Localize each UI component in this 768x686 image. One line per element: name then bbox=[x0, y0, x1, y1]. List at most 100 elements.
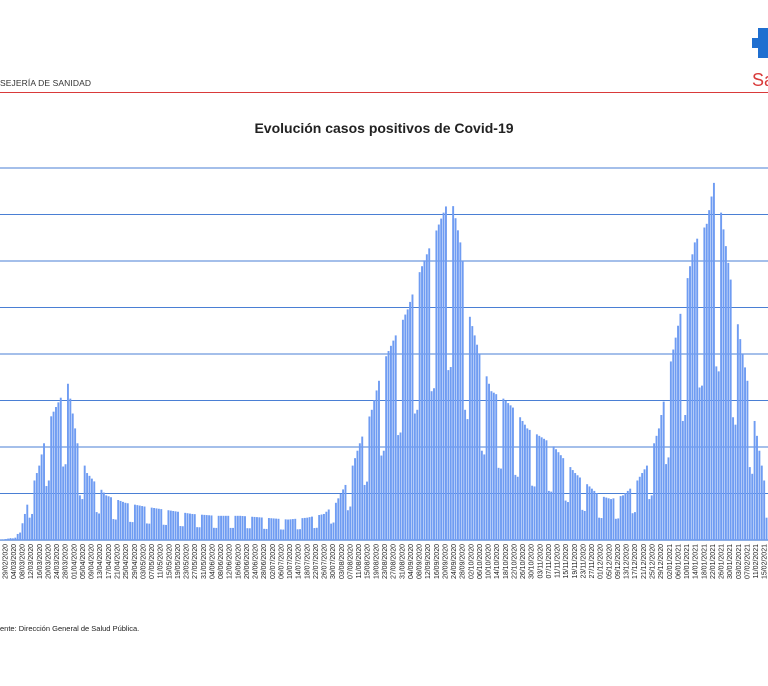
x-tick-label: 28/09/2020 bbox=[460, 544, 467, 579]
bar bbox=[220, 515, 223, 540]
bar bbox=[318, 515, 321, 540]
bar bbox=[294, 518, 297, 540]
x-tick-label: 12/06/2020 bbox=[227, 544, 234, 579]
bar bbox=[562, 458, 565, 540]
bar bbox=[634, 512, 636, 540]
bar bbox=[222, 515, 225, 540]
x-tick-label: 07/02/2021 bbox=[744, 544, 751, 579]
bar bbox=[516, 476, 519, 540]
bar bbox=[500, 468, 502, 540]
bar bbox=[471, 326, 474, 540]
bar bbox=[191, 513, 194, 540]
bar bbox=[186, 513, 189, 540]
bar bbox=[478, 354, 481, 540]
bar bbox=[112, 519, 115, 540]
bar bbox=[490, 391, 493, 540]
bar bbox=[253, 516, 256, 540]
bar bbox=[722, 229, 725, 540]
bar bbox=[311, 516, 313, 540]
bar bbox=[545, 440, 548, 540]
bar bbox=[612, 498, 615, 540]
bar bbox=[660, 415, 663, 540]
bar bbox=[88, 475, 91, 540]
bar bbox=[208, 515, 211, 540]
bar bbox=[47, 480, 50, 540]
bar bbox=[531, 485, 534, 540]
bar bbox=[366, 481, 368, 540]
x-tick-label: 24/03/2020 bbox=[54, 544, 61, 579]
bar bbox=[550, 491, 553, 540]
bar bbox=[736, 324, 739, 540]
x-tick-label: 08/09/2020 bbox=[417, 544, 424, 579]
bar bbox=[387, 351, 390, 540]
x-tick-label: 25/12/2020 bbox=[650, 544, 657, 579]
bar bbox=[21, 523, 24, 540]
bar bbox=[31, 513, 34, 540]
x-tick-label: 05/12/2020 bbox=[606, 544, 613, 579]
bar bbox=[260, 517, 263, 540]
bar bbox=[610, 499, 613, 540]
x-tick-label: 10/01/2021 bbox=[684, 544, 691, 579]
bar bbox=[234, 515, 237, 540]
x-tick-label: 15/08/2020 bbox=[365, 544, 372, 579]
x-tick-label: 20/03/2020 bbox=[45, 544, 52, 579]
x-tick-label: 19/05/2020 bbox=[175, 544, 182, 579]
bar bbox=[495, 394, 498, 540]
x-tick-label: 13/04/2020 bbox=[97, 544, 104, 579]
bar bbox=[363, 484, 366, 540]
bar bbox=[210, 515, 213, 540]
bar bbox=[346, 510, 349, 540]
bar bbox=[38, 465, 41, 540]
x-tick-label: 20/09/2020 bbox=[442, 544, 449, 579]
org-name: SEJERÍA DE SANIDAD bbox=[0, 78, 92, 88]
x-tick-label: 22/01/2021 bbox=[710, 544, 717, 579]
bar bbox=[100, 489, 103, 540]
bar bbox=[114, 519, 117, 540]
bar bbox=[512, 407, 514, 540]
bar bbox=[138, 505, 141, 540]
x-tick-label: 09/12/2020 bbox=[615, 544, 622, 579]
bar bbox=[382, 450, 385, 540]
bar bbox=[76, 443, 79, 540]
bar bbox=[33, 480, 36, 540]
bar bbox=[248, 528, 251, 540]
bar bbox=[356, 450, 359, 540]
bar bbox=[519, 417, 522, 540]
bar bbox=[528, 429, 531, 540]
bar bbox=[320, 514, 323, 540]
bar bbox=[423, 260, 426, 540]
bar bbox=[454, 218, 457, 540]
x-tick-label: 21/12/2020 bbox=[641, 544, 648, 579]
bar bbox=[23, 513, 26, 540]
bar bbox=[330, 523, 333, 540]
bar bbox=[313, 528, 316, 540]
bar bbox=[540, 437, 543, 540]
bar bbox=[124, 502, 127, 540]
bar bbox=[571, 470, 574, 540]
salud-logo bbox=[748, 24, 768, 94]
bar bbox=[327, 509, 330, 540]
x-tick-label: 10/07/2020 bbox=[287, 544, 294, 579]
bar bbox=[734, 424, 737, 540]
bar bbox=[71, 413, 74, 540]
bar bbox=[665, 464, 668, 540]
bar bbox=[533, 486, 536, 540]
bar bbox=[279, 529, 282, 540]
bar bbox=[200, 514, 203, 540]
bar bbox=[399, 432, 402, 540]
bar bbox=[282, 529, 285, 540]
bar bbox=[492, 392, 495, 540]
bar bbox=[26, 504, 29, 540]
bar bbox=[133, 504, 136, 540]
bar bbox=[669, 361, 672, 540]
bar bbox=[9, 538, 12, 540]
bar bbox=[351, 465, 354, 540]
bar bbox=[122, 501, 124, 540]
x-tick-label: 07/11/2020 bbox=[546, 544, 553, 579]
bar bbox=[418, 272, 421, 540]
bar bbox=[689, 266, 691, 540]
bar bbox=[509, 405, 512, 540]
bar bbox=[11, 538, 14, 540]
x-tick-label: 04/06/2020 bbox=[209, 544, 216, 579]
x-tick-label: 26/10/2020 bbox=[520, 544, 527, 579]
